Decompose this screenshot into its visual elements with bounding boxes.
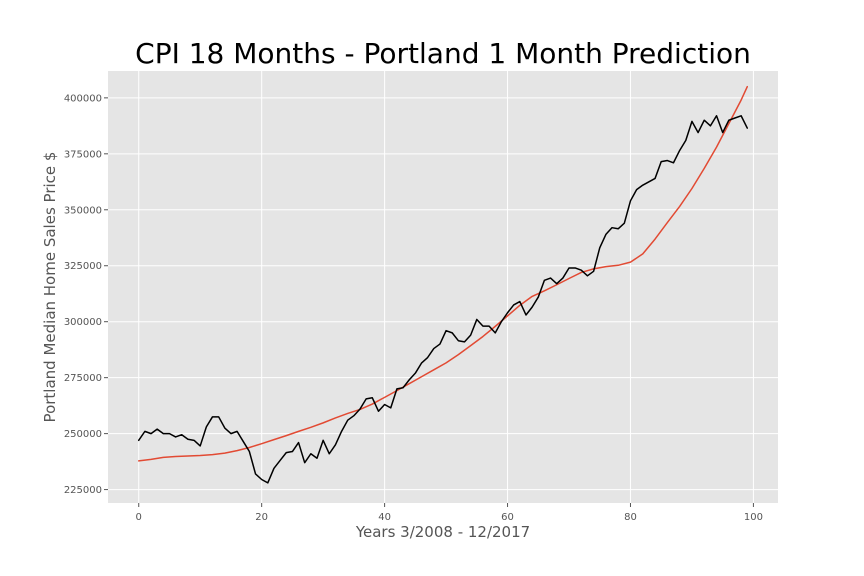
y-tick-label: 400000	[64, 93, 102, 104]
plot-area	[108, 71, 778, 503]
x-tick-label: 20	[255, 512, 268, 523]
y-tick-label: 375000	[64, 149, 102, 160]
predicted-series-line	[137, 85, 749, 462]
x-tick-label: 60	[501, 512, 514, 523]
y-tick-label: 300000	[64, 317, 102, 328]
x-tick-label: 100	[744, 512, 763, 523]
y-tick-label: 225000	[64, 485, 102, 496]
x-axis-label: Years 3/2008 - 12/2017	[355, 523, 530, 541]
y-tick-label: 325000	[64, 261, 102, 272]
chart-title: CPI 18 Months - Portland 1 Month Predict…	[135, 37, 751, 70]
x-tick-label: 80	[624, 512, 637, 523]
actual-series-line	[137, 115, 749, 484]
y-tick-label: 350000	[64, 205, 102, 216]
series-lines	[137, 85, 749, 484]
y-tick-label: 250000	[64, 429, 102, 440]
tick-labels: 0 20 40 60 80 100 225000 250000 275000 300000 3250…	[64, 93, 763, 523]
x-tick-label: 0	[136, 512, 142, 523]
y-axis-label: Portland Median Home Sales Price $	[41, 152, 59, 423]
x-tick-label: 40	[378, 512, 391, 523]
grid-lines	[108, 71, 778, 503]
y-tick-label: 275000	[64, 373, 102, 384]
